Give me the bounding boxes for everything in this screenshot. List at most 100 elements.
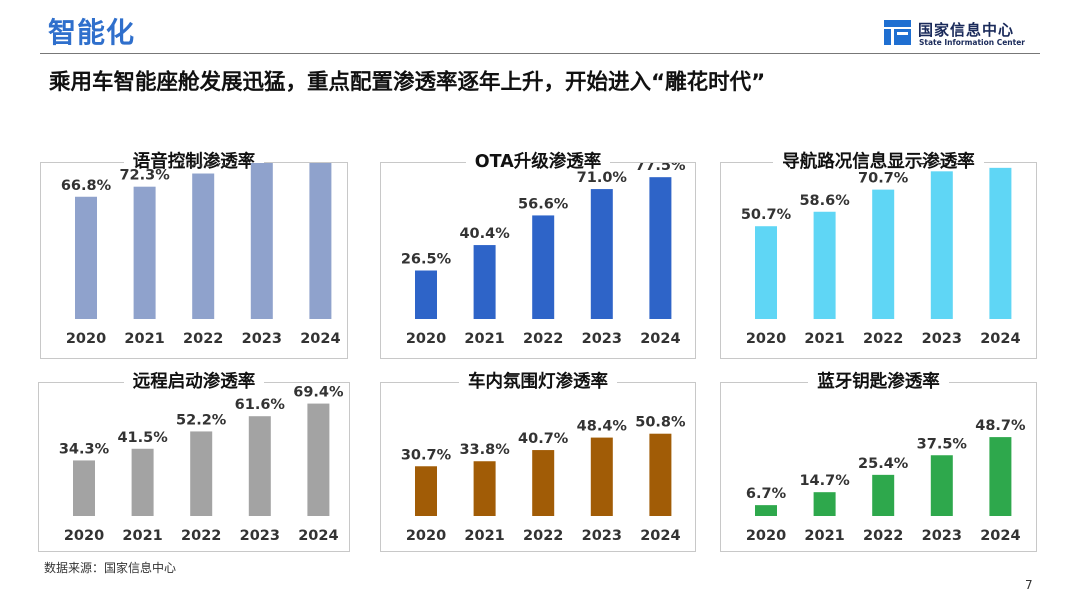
category-label-2022: 2022 <box>523 528 563 544</box>
category-label-2021: 2021 <box>804 528 844 544</box>
data-label-2024: 77.5% <box>635 163 686 174</box>
slide-headline: 乘用车智能座舱发展迅猛，重点配置渗透率逐年上升，开始进入“雕花时代” <box>49 70 766 95</box>
category-label-2021: 2021 <box>122 528 162 544</box>
data-label-2020: 26.5% <box>401 252 452 268</box>
section-title: 智能化 <box>48 16 136 49</box>
bar-2024 <box>649 433 672 516</box>
bar-2020 <box>755 226 777 319</box>
data-label-2022: 25.4% <box>858 456 909 472</box>
bar-2022 <box>190 431 213 516</box>
data-label-2020: 30.7% <box>401 447 452 463</box>
header-divider <box>40 53 1040 54</box>
bar-2023 <box>930 455 953 516</box>
category-label-2022: 2022 <box>181 528 221 544</box>
chart-svg: 6.7% 2020 14.7% 2021 25.4% 2022 37.5% 2023 48.7%… <box>746 418 1026 544</box>
category-label-2022: 2022 <box>863 331 903 347</box>
category-label-2023: 2023 <box>240 528 280 544</box>
category-label-2021: 2021 <box>464 528 504 544</box>
data-label-2022: 56.6% <box>518 196 569 212</box>
data-label-2024: 50.8% <box>635 415 686 431</box>
category-label-2020: 2020 <box>406 331 446 347</box>
bar-2022 <box>872 189 895 319</box>
data-label-2020: 34.3% <box>59 441 110 457</box>
bar-2023 <box>930 171 953 319</box>
data-label-2021: 40.4% <box>459 226 510 242</box>
category-label-2024: 2024 <box>300 331 340 347</box>
logo-text-en: State Information Center <box>919 38 1026 47</box>
data-label-2022: 52.2% <box>176 412 227 428</box>
data-label-2023: 48.4% <box>577 419 628 435</box>
data-label-2020: 50.7% <box>741 207 792 223</box>
data-label-2023: 61.6% <box>235 397 286 413</box>
page-number: 7 <box>1025 578 1033 592</box>
category-label-2021: 2021 <box>124 331 164 347</box>
chart-panel-navigation-traffic: 导航路况信息显示渗透率 50.7%202058.6%202170.7%20228… <box>720 152 1037 359</box>
category-label-2024: 2024 <box>640 528 680 544</box>
bar-2023 <box>590 437 613 516</box>
category-label-2024: 2024 <box>640 331 680 347</box>
data-label-2023: 80.7% <box>917 163 968 168</box>
bar-2021 <box>813 492 836 516</box>
category-label-2024: 2024 <box>980 331 1020 347</box>
data-label-2021: 33.8% <box>459 442 510 458</box>
bar-2024 <box>309 163 332 319</box>
data-label-2024: 69.4% <box>293 385 344 401</box>
data-label-2023: 37.5% <box>917 436 968 452</box>
bar-2020 <box>415 270 437 319</box>
category-label-2024: 2024 <box>980 528 1020 544</box>
chart-svg: 34.3% 2020 41.5% 2021 52.2% 2022 61.6% 2023 69.4… <box>59 385 344 544</box>
data-label-2021: 72.3% <box>119 168 170 184</box>
bar-2022 <box>192 173 215 319</box>
bar-2021 <box>473 245 496 319</box>
bar-2024 <box>989 437 1012 516</box>
data-label-2022: 70.7% <box>858 171 909 187</box>
bar-2021 <box>131 448 154 516</box>
bar-2022 <box>532 215 555 319</box>
bar-2024 <box>649 177 672 319</box>
logo-mark-icon <box>884 20 911 45</box>
chart-svg: 26.5% 2020 40.4% 2021 56.6% 2022 71.0% 2023 77.5… <box>401 163 686 347</box>
data-label-2021: 14.7% <box>799 473 850 489</box>
logo-text-cn: 国家信息中心 <box>918 21 1015 39</box>
chart-svg: 30.7% 2020 33.8% 2021 40.7% 2022 48.4% 2023 50.8… <box>401 415 686 544</box>
data-label-2021: 41.5% <box>117 430 168 446</box>
chart-panel-ambient-light: 车内氛围灯渗透率 30.7% 2020 33.8% 2021 40.7% 2022 48.4… <box>380 372 696 552</box>
category-label-2021: 2021 <box>464 331 504 347</box>
category-label-2022: 2022 <box>523 331 563 347</box>
category-label-2020: 2020 <box>66 331 106 347</box>
bar-2020 <box>415 466 437 516</box>
category-label-2023: 2023 <box>922 331 962 347</box>
bar-2024 <box>989 167 1012 319</box>
bar-2023 <box>250 163 273 319</box>
bar-2020 <box>755 505 777 516</box>
data-label-2023: 71.0% <box>577 170 628 186</box>
state-information-center-logo: 国家信息中心 State Information Center <box>880 18 1040 48</box>
bar-2022 <box>532 450 555 516</box>
chart-panel-remote-start: 远程启动渗透率 34.3% 2020 41.5% 2021 52.2% 2022 61.6%… <box>38 372 350 552</box>
category-label-2023: 2023 <box>582 528 622 544</box>
bar-2024 <box>307 403 330 516</box>
category-label-2022: 2022 <box>863 528 903 544</box>
category-label-2023: 2023 <box>242 331 282 347</box>
category-label-2020: 2020 <box>64 528 104 544</box>
category-label-2023: 2023 <box>922 528 962 544</box>
data-label-2022: 79.5% <box>178 163 229 171</box>
data-label-2024: 82.6% <box>975 163 1026 165</box>
category-label-2020: 2020 <box>746 331 786 347</box>
data-label-2020: 6.7% <box>746 486 787 502</box>
category-label-2022: 2022 <box>183 331 223 347</box>
bar-2022 <box>872 474 895 516</box>
category-label-2020: 2020 <box>406 528 446 544</box>
category-label-2021: 2021 <box>804 331 844 347</box>
category-label-2023: 2023 <box>582 331 622 347</box>
category-label-2020: 2020 <box>746 528 786 544</box>
chart-panel-bluetooth-key: 蓝牙钥匙渗透率 6.7% 2020 14.7% 2021 25.4% 2022 37.5% 2… <box>720 372 1037 552</box>
bar-2021 <box>133 186 156 319</box>
chart-svg: 66.8%202072.3%202179.5%202286.6%202388.2… <box>61 163 341 347</box>
data-label-2022: 40.7% <box>518 431 569 447</box>
bar-2023 <box>248 416 271 516</box>
data-label-2020: 66.8% <box>61 178 112 194</box>
bar-2020 <box>75 196 97 319</box>
bar-2021 <box>813 211 836 319</box>
chart-svg: 50.7% 2020 58.6% 2021 70.7% 2022 80.7% 2023 82.6… <box>741 163 1026 347</box>
